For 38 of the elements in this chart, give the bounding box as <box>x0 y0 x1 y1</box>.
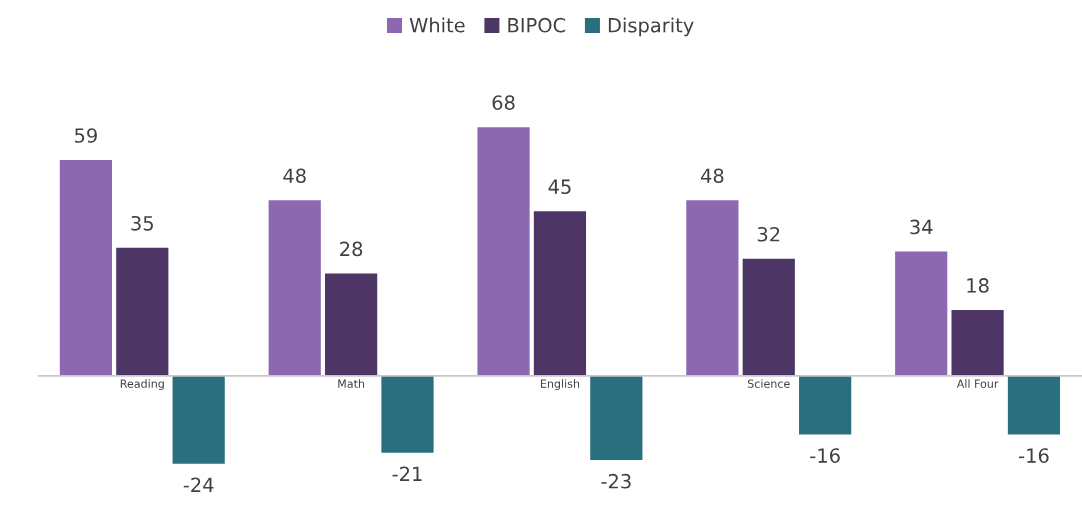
data-label: 28 <box>340 241 363 257</box>
data-label: 68 <box>492 95 515 110</box>
data-label: -21 <box>392 466 422 481</box>
data-label: 59 <box>75 128 97 143</box>
data-label: 45 <box>548 179 571 195</box>
bar <box>533 211 587 376</box>
bar <box>895 251 948 376</box>
bar <box>742 258 795 376</box>
data-label: -24 <box>183 477 214 492</box>
x-tick-label: Science <box>747 379 790 388</box>
bar <box>116 247 169 376</box>
data-label: 35 <box>131 215 153 231</box>
bar <box>590 375 643 461</box>
bar <box>686 200 739 376</box>
x-tick-label: English <box>540 379 580 391</box>
bar <box>268 200 321 376</box>
legend-label: White <box>409 17 465 33</box>
bar <box>59 160 112 376</box>
bar <box>951 310 1004 376</box>
data-label: 32 <box>757 226 780 242</box>
data-label: 48 <box>700 168 724 184</box>
data-label: 34 <box>910 219 933 235</box>
bar <box>325 273 378 376</box>
data-label: -23 <box>601 473 631 489</box>
bar <box>477 127 530 376</box>
x-tick-label: Math <box>338 379 365 388</box>
data-label: -16 <box>1019 448 1049 463</box>
bar <box>381 375 434 453</box>
x-tick-label: Reading <box>120 379 164 391</box>
bar <box>799 375 852 435</box>
data-label: 18 <box>967 278 989 293</box>
legend-label: Disparity <box>608 17 694 37</box>
legend-label: BIPOC <box>508 17 566 33</box>
x-tick-label: All Four <box>956 379 999 388</box>
bar <box>1007 375 1061 435</box>
data-label: 48 <box>283 168 306 184</box>
bar <box>172 375 225 464</box>
data-label: -16 <box>810 448 840 463</box>
